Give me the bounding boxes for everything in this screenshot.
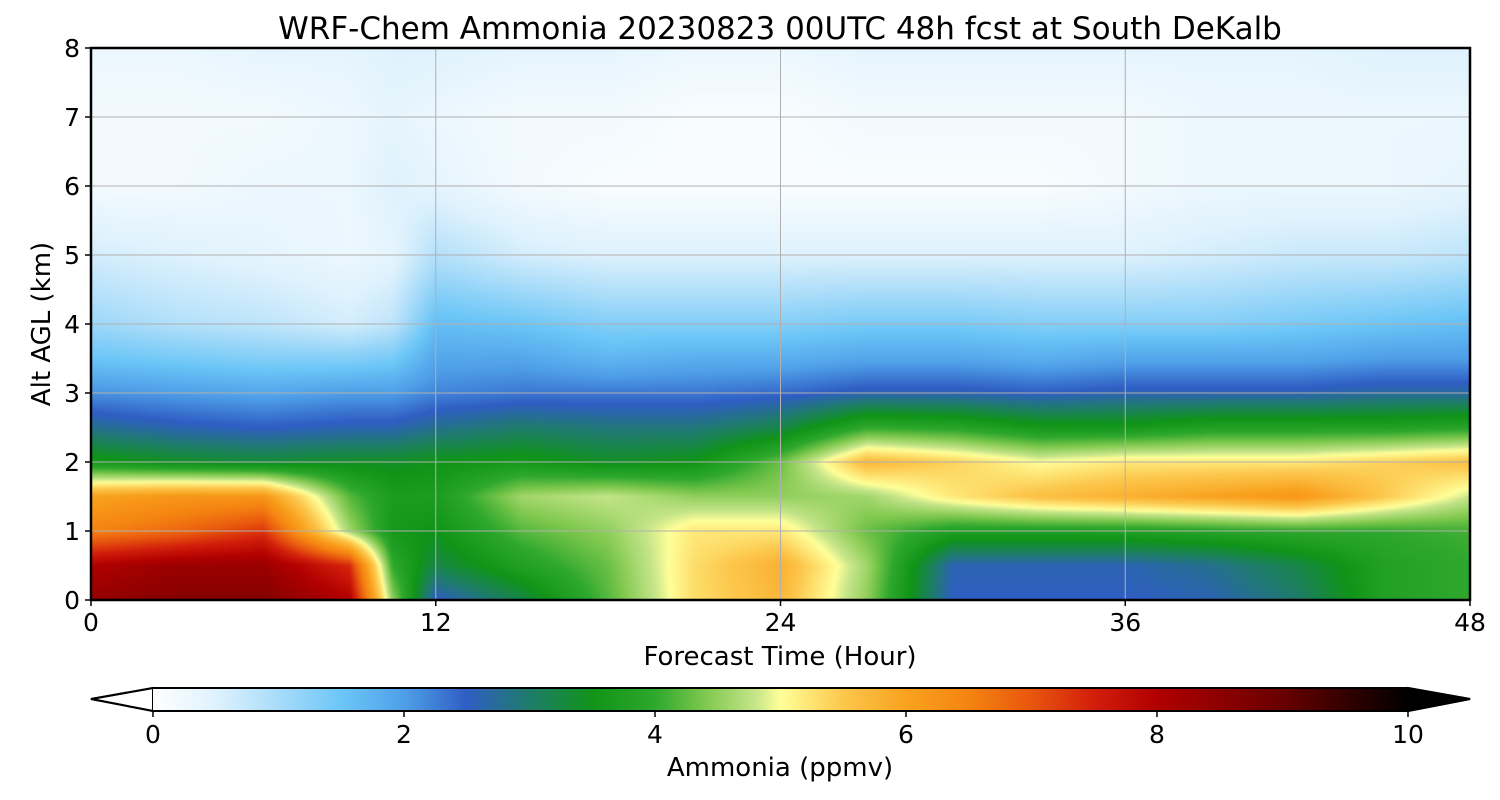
- x-tick-label: 36: [1109, 608, 1141, 637]
- colorbar-label: Ammonia (ppmv): [667, 753, 893, 783]
- y-axis-label: Alt AGL (km): [27, 242, 57, 406]
- y-tick-label: 5: [64, 241, 80, 270]
- grid-lines: [91, 48, 1470, 600]
- y-tick-label: 7: [64, 103, 80, 132]
- colorbar-tick-label: 4: [647, 720, 663, 749]
- x-tick-label: 24: [765, 608, 797, 637]
- chart-title: WRF-Chem Ammonia 20230823 00UTC 48h fcst…: [278, 11, 1282, 47]
- y-tick-label: 4: [64, 310, 80, 339]
- y-tick-label: 3: [64, 379, 80, 408]
- x-axis-ticks: 0 12 24 36 48: [83, 600, 1486, 637]
- colorbar-tick-label: 0: [145, 720, 161, 749]
- x-tick-label: 48: [1454, 608, 1486, 637]
- x-axis-label: Forecast Time (Hour): [643, 642, 916, 672]
- colorbar-tick-label: 6: [898, 720, 914, 749]
- colorbar-over-arrow: [1407, 686, 1471, 713]
- colorbar-tick-label: 2: [396, 720, 412, 749]
- y-tick-label: 6: [64, 172, 80, 201]
- y-tick-label: 0: [64, 586, 80, 615]
- colorbar: 0 2 4 6 8 10 Ammonia (ppmv): [90, 686, 1471, 783]
- y-tick-label: 1: [64, 517, 80, 546]
- y-axis-ticks: 0 1 2 3 4 5 6 7 8: [64, 34, 91, 615]
- y-tick-label: 2: [64, 448, 80, 477]
- colorbar-body: [153, 688, 1408, 711]
- x-tick-label: 12: [420, 608, 452, 637]
- colorbar-under-arrow: [90, 686, 154, 713]
- x-tick-label: 0: [83, 608, 99, 637]
- colorbar-tick-label: 8: [1149, 720, 1165, 749]
- colorbar-tick-label: 10: [1392, 720, 1424, 749]
- y-tick-label: 8: [64, 34, 80, 63]
- colorbar-ticks: 0 2 4 6 8 10: [145, 711, 1424, 749]
